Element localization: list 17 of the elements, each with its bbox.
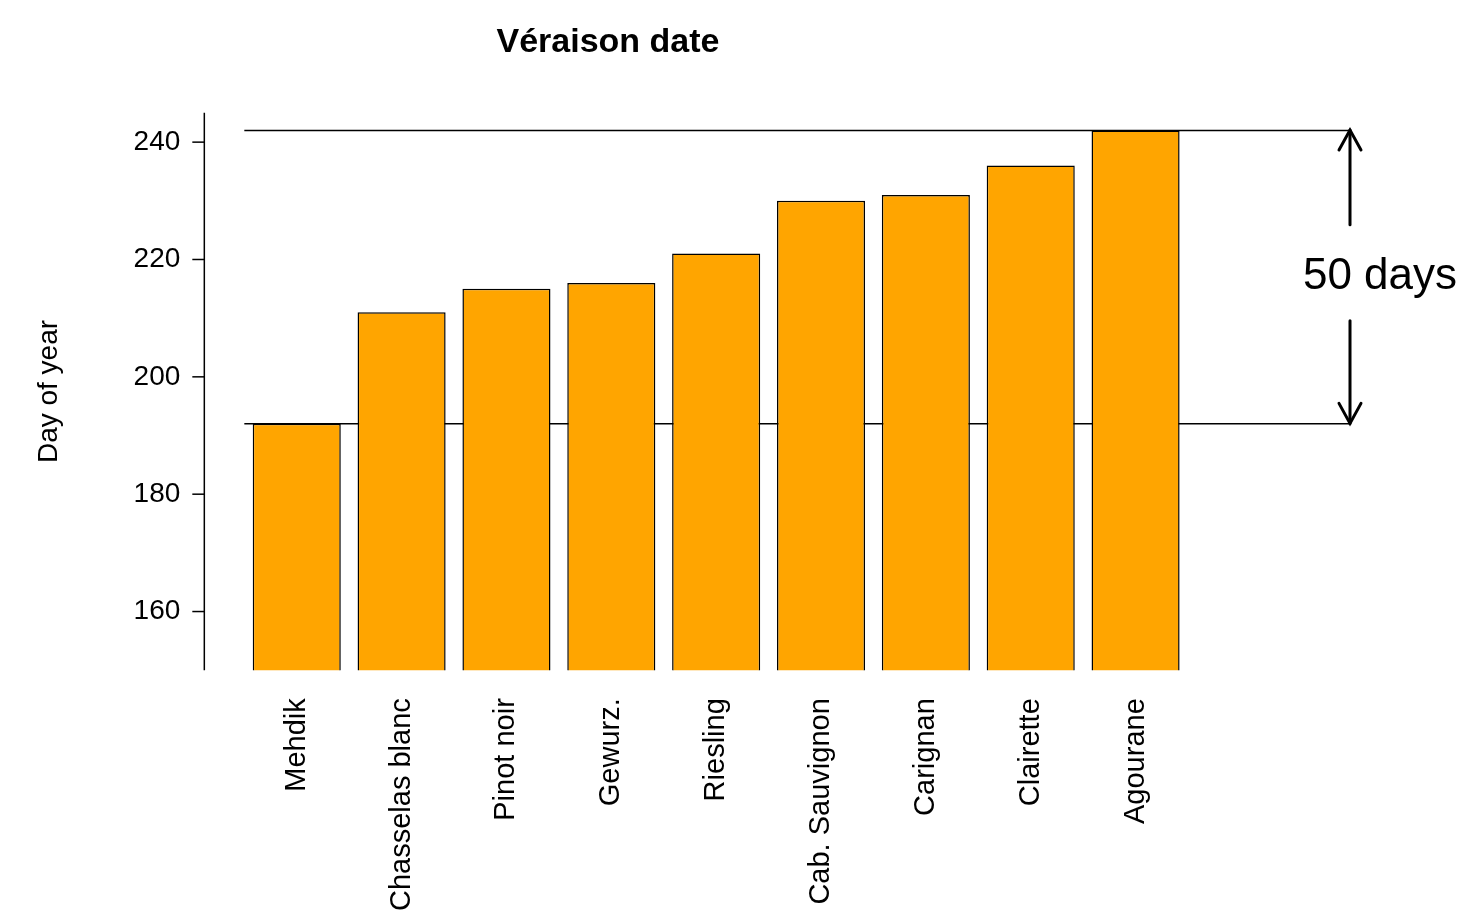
x-tick-label: Riesling (698, 698, 731, 802)
x-tick-label: Gewurz. (593, 698, 626, 807)
x-tick-label: Cab. Sauvignon (803, 698, 836, 905)
chart-title: Véraison date (496, 20, 720, 59)
x-tick-label: Carignan (907, 698, 940, 816)
y-tick-label: 180 (133, 476, 181, 508)
x-tick-label: Pinot noir (488, 697, 521, 821)
x-tick-label: Clairette (1012, 698, 1045, 807)
y-axis-title: Day of year (31, 319, 63, 464)
y-tick-label: 240 (133, 124, 181, 156)
x-tick-label: Agourane (1117, 698, 1150, 824)
y-tick-label: 220 (133, 242, 181, 274)
y-tick-label: 160 (133, 594, 181, 626)
x-tick-label: Chasselas blanc (383, 698, 416, 912)
y-tick-label: 200 (133, 359, 181, 391)
text: 50 days (1302, 249, 1458, 299)
x-tick-label: Mehdik (278, 697, 311, 792)
